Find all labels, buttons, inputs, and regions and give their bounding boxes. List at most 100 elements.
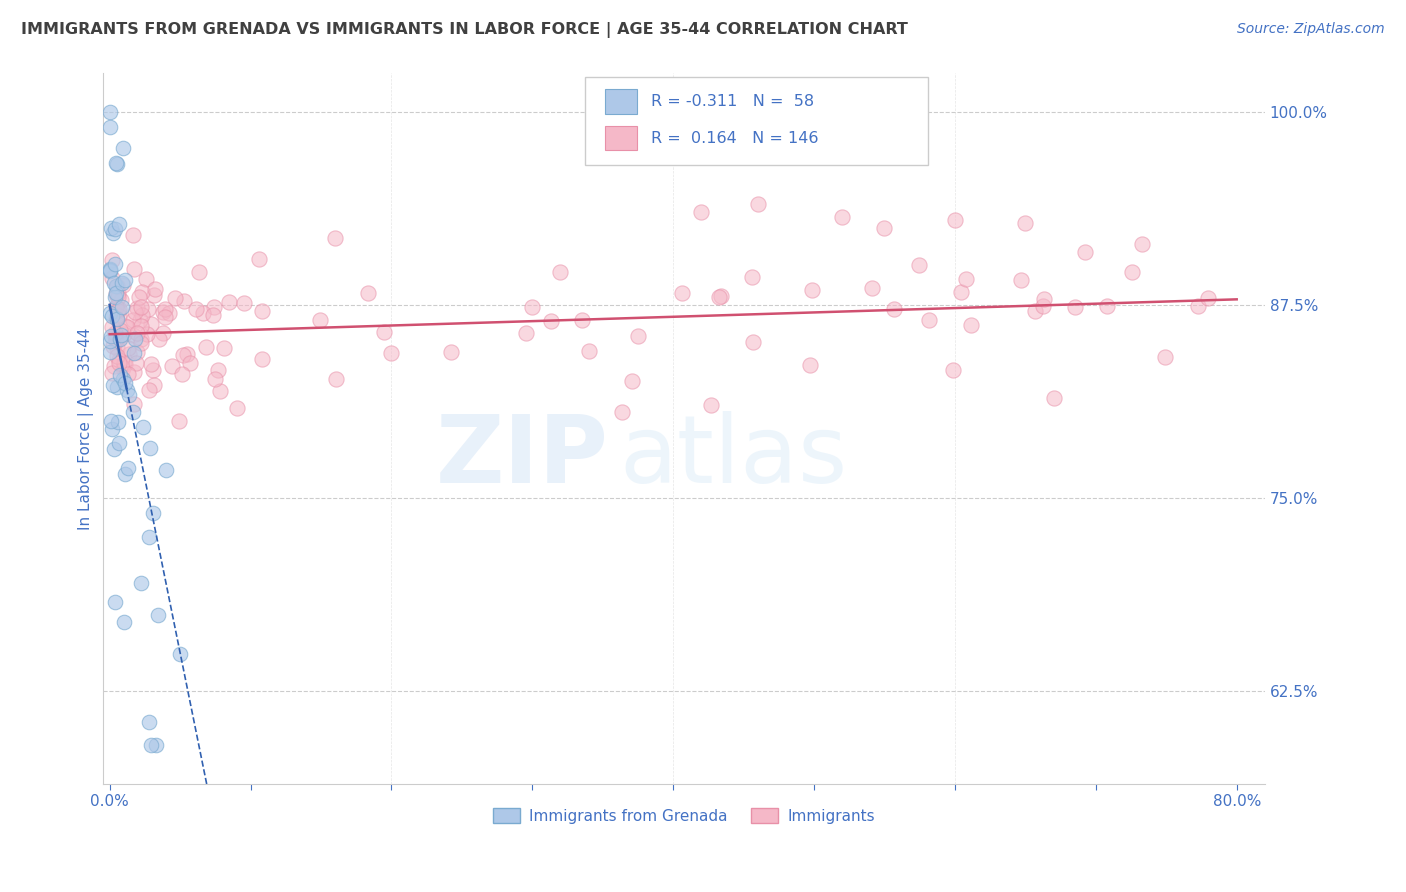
Point <box>107 285 129 300</box>
Point <box>148 332 170 346</box>
Point <box>138 383 160 397</box>
Point <box>111 276 134 290</box>
Point <box>114 357 136 371</box>
Point <box>131 285 153 299</box>
Point <box>153 310 176 324</box>
Point <box>105 312 128 326</box>
Point <box>108 217 131 231</box>
Text: R = -0.311   N =  58: R = -0.311 N = 58 <box>651 94 814 109</box>
Point <box>98 120 121 134</box>
Point <box>125 326 148 341</box>
Point <box>107 304 129 318</box>
Point <box>155 302 177 317</box>
Point <box>520 300 543 314</box>
Point <box>908 258 931 272</box>
Point <box>250 351 273 366</box>
Point <box>169 648 191 662</box>
Point <box>101 422 124 436</box>
Point <box>671 285 693 300</box>
Point <box>1187 299 1209 313</box>
Point <box>204 372 226 386</box>
Point <box>101 252 124 267</box>
Point <box>136 302 159 317</box>
Point <box>142 363 165 377</box>
Point <box>108 353 131 368</box>
Point <box>129 300 152 314</box>
Point <box>373 325 395 339</box>
Point <box>1064 300 1087 314</box>
Point <box>105 350 128 364</box>
Point <box>308 313 330 327</box>
Point <box>115 383 138 397</box>
Point <box>138 530 160 544</box>
Point <box>108 301 131 316</box>
Point <box>218 295 240 310</box>
Point <box>114 273 136 287</box>
Point <box>98 344 121 359</box>
Point <box>114 467 136 482</box>
Point <box>105 157 128 171</box>
Point <box>107 415 129 429</box>
Point <box>226 401 249 416</box>
Point <box>747 197 769 211</box>
Point <box>98 104 121 119</box>
Point <box>129 576 152 591</box>
Point <box>1042 391 1064 405</box>
Point <box>112 615 135 629</box>
Point <box>110 323 132 337</box>
Point <box>122 397 145 411</box>
Point <box>111 301 134 315</box>
Point <box>122 365 145 379</box>
Point <box>176 346 198 360</box>
Point <box>184 301 207 316</box>
Point <box>1010 273 1032 287</box>
Point <box>152 304 174 318</box>
Point <box>98 334 121 348</box>
Point <box>325 372 347 386</box>
Point <box>100 414 122 428</box>
Point <box>104 595 127 609</box>
Point <box>960 318 983 332</box>
Point <box>100 310 122 324</box>
Point <box>104 326 127 341</box>
Point <box>117 367 139 381</box>
Point <box>101 320 124 334</box>
Point <box>742 334 765 349</box>
Point <box>1130 237 1153 252</box>
Point <box>440 345 463 359</box>
Point <box>122 262 145 277</box>
Point <box>155 463 177 477</box>
Point <box>117 388 139 402</box>
Point <box>883 302 905 317</box>
Point <box>942 363 965 377</box>
Point <box>104 290 127 304</box>
Text: IMMIGRANTS FROM GRENADA VS IMMIGRANTS IN LABOR FORCE | AGE 35-44 CORRELATION CHA: IMMIGRANTS FROM GRENADA VS IMMIGRANTS IN… <box>21 22 908 38</box>
Point <box>955 272 977 286</box>
Point <box>124 305 146 319</box>
Point <box>98 264 121 278</box>
Point <box>108 310 131 324</box>
Point <box>114 376 136 390</box>
Point <box>129 332 152 346</box>
Point <box>1097 299 1119 313</box>
Point <box>112 372 135 386</box>
Point <box>146 608 169 623</box>
Point <box>700 398 723 412</box>
Point <box>111 361 134 376</box>
Point <box>101 270 124 285</box>
Point <box>247 252 270 266</box>
Point <box>107 356 129 370</box>
Point <box>145 739 167 753</box>
Point <box>110 293 132 308</box>
Point <box>107 289 129 303</box>
Point <box>104 300 127 314</box>
Point <box>115 320 138 334</box>
Point <box>799 359 821 373</box>
Point <box>707 290 730 304</box>
Point <box>104 279 127 293</box>
Point <box>578 343 600 358</box>
Point <box>129 336 152 351</box>
Point <box>191 306 214 320</box>
Legend: Immigrants from Grenada, Immigrants: Immigrants from Grenada, Immigrants <box>486 802 882 830</box>
Point <box>129 318 152 333</box>
